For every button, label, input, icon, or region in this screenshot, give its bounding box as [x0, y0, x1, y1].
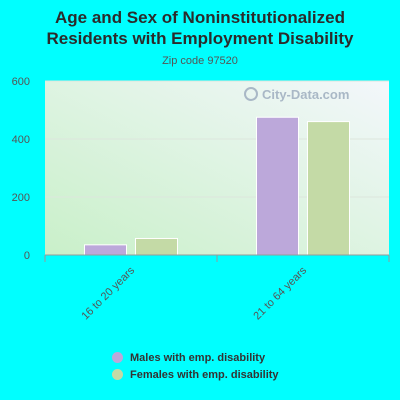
chart-title: Age and Sex of Noninstitutionalized Resi… [0, 7, 400, 49]
watermark-icon [244, 87, 258, 101]
legend-label-males: Males with emp. disability [130, 351, 266, 364]
watermark: City-Data.com [244, 87, 349, 102]
chart-subtitle: Zip code 97520 [162, 55, 238, 67]
legend-item-females: Females with emp. disability [112, 367, 279, 382]
bar-females-0 [135, 237, 178, 256]
legend-item-males: Males with emp. disability [112, 350, 279, 365]
bar-males-0 [84, 244, 127, 256]
legend: Males with emp. disability Females with … [112, 350, 279, 384]
watermark-text: City-Data.com [262, 87, 349, 102]
chart-title-line-1: Age and Sex of Noninstitutionalized [55, 8, 345, 27]
x-tick-label: 21 to 64 years [251, 264, 309, 322]
legend-label-females: Females with emp. disability [130, 368, 279, 381]
y-tick-label: 0 [24, 250, 30, 262]
bar-males-1 [256, 116, 299, 256]
x-tick-label: 16 to 20 years [79, 264, 137, 322]
bar-females-1 [307, 121, 350, 256]
y-tick-label: 200 [12, 192, 30, 204]
y-tick-label: 400 [12, 134, 30, 146]
legend-swatch-males [112, 352, 123, 363]
chart-title-line-2: Residents with Employment Disability [46, 29, 354, 48]
legend-swatch-females [112, 369, 123, 380]
y-tick-label: 600 [12, 76, 30, 88]
